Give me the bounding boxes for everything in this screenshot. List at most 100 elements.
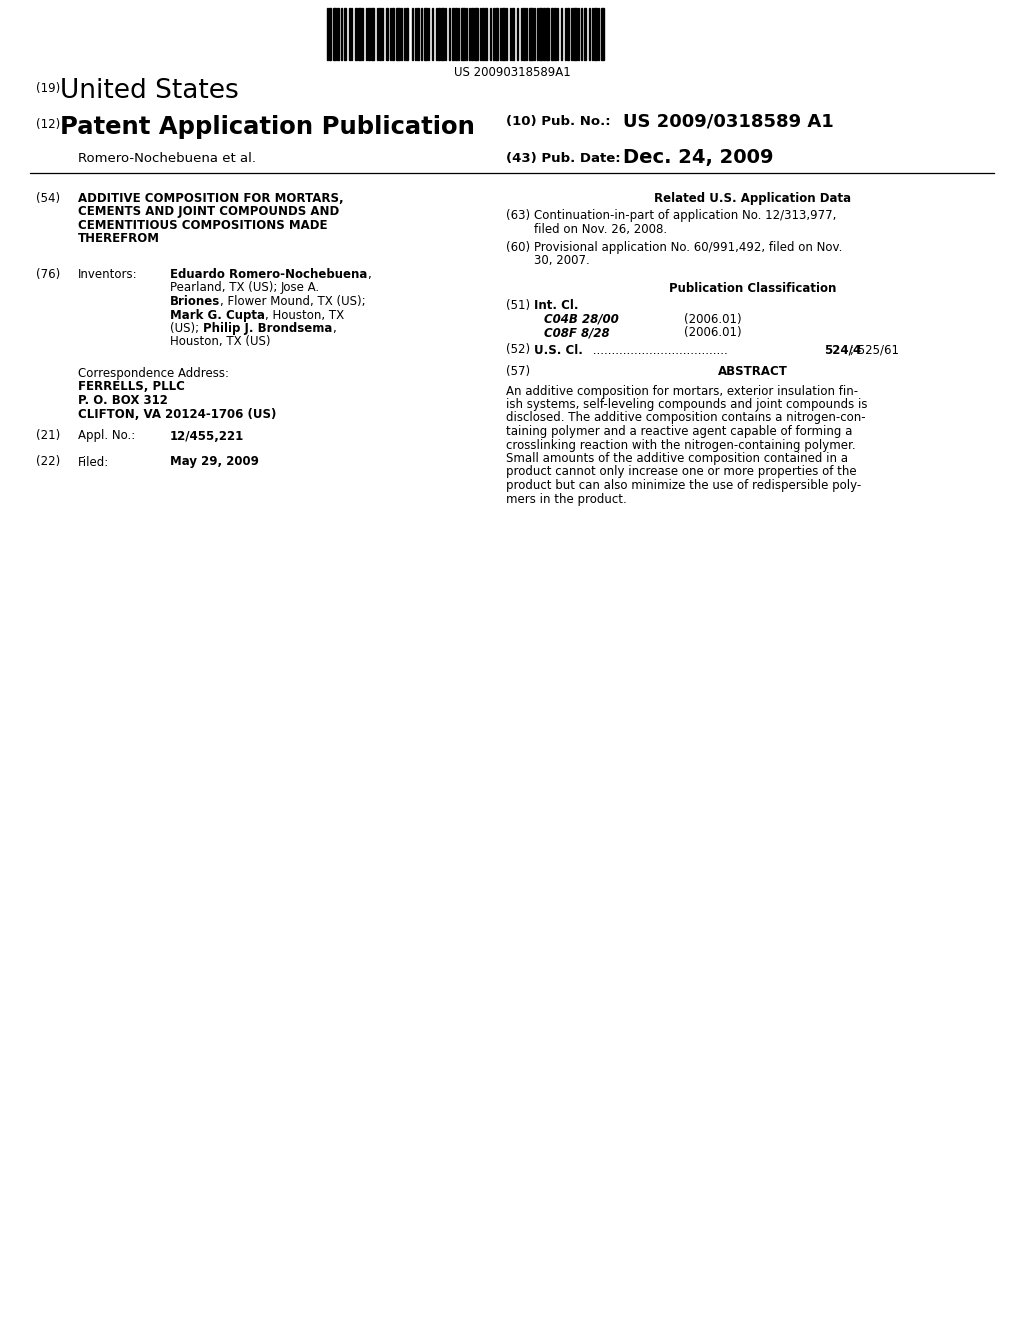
Text: (57): (57) <box>506 366 530 378</box>
Bar <box>415 8 416 59</box>
Bar <box>561 8 562 59</box>
Bar <box>444 8 445 59</box>
Text: Jose A.: Jose A. <box>282 281 321 294</box>
Bar <box>377 8 378 59</box>
Bar <box>474 8 478 59</box>
Text: (51): (51) <box>506 300 530 312</box>
Bar <box>431 8 432 59</box>
Text: Dec. 24, 2009: Dec. 24, 2009 <box>623 148 773 168</box>
Text: Mark G. Cupta: Mark G. Cupta <box>170 309 265 322</box>
Text: Pearland, TX (US);: Pearland, TX (US); <box>170 281 282 294</box>
Text: product cannot only increase one or more properties of the: product cannot only increase one or more… <box>506 466 857 479</box>
Bar <box>382 8 383 59</box>
Bar <box>407 8 409 59</box>
Bar <box>482 8 484 59</box>
Bar <box>598 8 599 59</box>
Text: Appl. No.:: Appl. No.: <box>78 429 135 442</box>
Text: Philip J. Brondsema: Philip J. Brondsema <box>203 322 332 335</box>
Bar <box>540 8 542 59</box>
Bar <box>390 8 391 59</box>
Bar <box>573 8 577 59</box>
Bar <box>502 8 505 59</box>
Bar <box>438 8 440 59</box>
Text: 12/455,221: 12/455,221 <box>170 429 245 442</box>
Bar <box>400 8 401 59</box>
Bar <box>551 8 553 59</box>
Bar <box>589 8 590 59</box>
Text: FERRELLS, PLLC: FERRELLS, PLLC <box>78 380 185 393</box>
Text: Correspondence Address:: Correspondence Address: <box>78 367 229 380</box>
Text: , Houston, TX: , Houston, TX <box>265 309 344 322</box>
Bar <box>494 8 495 59</box>
Text: ,: , <box>332 322 336 335</box>
Text: (22): (22) <box>36 455 60 469</box>
Bar <box>512 8 514 59</box>
Text: (54): (54) <box>36 191 60 205</box>
Bar <box>557 8 558 59</box>
Text: ABSTRACT: ABSTRACT <box>718 366 787 378</box>
Text: US 20090318589A1: US 20090318589A1 <box>454 66 570 79</box>
Text: mers in the product.: mers in the product. <box>506 492 627 506</box>
Bar <box>543 8 545 59</box>
Bar <box>458 8 459 59</box>
Text: C04B 28/00: C04B 28/00 <box>544 313 618 326</box>
Text: Publication Classification: Publication Classification <box>670 281 837 294</box>
Text: ....................................: .................................... <box>589 343 731 356</box>
Bar <box>594 8 597 59</box>
Text: Eduardo Romero-Nochebuena: Eduardo Romero-Nochebuena <box>170 268 368 281</box>
Text: (19): (19) <box>36 82 60 95</box>
Bar <box>571 8 572 59</box>
Bar <box>412 8 413 59</box>
Text: Inventors:: Inventors: <box>78 268 137 281</box>
Bar <box>510 8 511 59</box>
Text: (US);: (US); <box>170 322 203 335</box>
Text: P. O. BOX 312: P. O. BOX 312 <box>78 393 168 407</box>
Bar <box>500 8 501 59</box>
Text: (76): (76) <box>36 268 60 281</box>
Bar <box>526 8 527 59</box>
Bar <box>466 8 467 59</box>
Bar <box>489 8 490 59</box>
Text: , Flower Mound, TX (US);: , Flower Mound, TX (US); <box>220 294 366 308</box>
Text: US 2009/0318589 A1: US 2009/0318589 A1 <box>623 112 834 129</box>
Bar <box>417 8 420 59</box>
Bar <box>362 8 364 59</box>
Text: Continuation-in-part of application No. 12/313,977,: Continuation-in-part of application No. … <box>534 210 837 223</box>
Text: United States: United States <box>60 78 239 104</box>
Text: ADDITIVE COMPOSITION FOR MORTARS,: ADDITIVE COMPOSITION FOR MORTARS, <box>78 191 344 205</box>
Bar <box>396 8 399 59</box>
Bar <box>461 8 465 59</box>
Bar <box>592 8 593 59</box>
Bar <box>496 8 498 59</box>
Text: (10) Pub. No.:: (10) Pub. No.: <box>506 115 610 128</box>
Text: product but can also minimize the use of redispersible poly-: product but can also minimize the use of… <box>506 479 861 492</box>
Text: THEREFROM: THEREFROM <box>78 232 160 246</box>
Bar <box>601 8 604 59</box>
Bar <box>354 8 356 59</box>
Bar <box>517 8 518 59</box>
Text: (63): (63) <box>506 210 530 223</box>
Text: CEMENTS AND JOINT COMPOUNDS AND: CEMENTS AND JOINT COMPOUNDS AND <box>78 206 339 219</box>
Bar <box>450 8 451 59</box>
Bar <box>567 8 569 59</box>
Text: Small amounts of the additive composition contained in a: Small amounts of the additive compositio… <box>506 451 848 465</box>
Text: Patent Application Publication: Patent Application Publication <box>60 115 475 139</box>
Text: ish systems, self-leveling compounds and joint compounds is: ish systems, self-leveling compounds and… <box>506 399 867 411</box>
Bar <box>357 8 361 59</box>
Bar <box>424 8 427 59</box>
Text: Houston, TX (US): Houston, TX (US) <box>170 335 270 348</box>
Text: Filed:: Filed: <box>78 455 110 469</box>
Text: (60): (60) <box>506 240 530 253</box>
Bar <box>368 8 370 59</box>
Bar <box>471 8 473 59</box>
Bar <box>453 8 454 59</box>
Bar <box>333 8 336 59</box>
Bar <box>480 8 481 59</box>
Text: Related U.S. Application Data: Related U.S. Application Data <box>654 191 852 205</box>
Bar <box>349 8 350 59</box>
Bar <box>585 8 586 59</box>
Text: Provisional application No. 60/991,492, filed on Nov.: Provisional application No. 60/991,492, … <box>534 240 843 253</box>
Text: CLIFTON, VA 20124-1706 (US): CLIFTON, VA 20124-1706 (US) <box>78 408 276 421</box>
Bar <box>404 8 406 59</box>
Bar <box>366 8 367 59</box>
